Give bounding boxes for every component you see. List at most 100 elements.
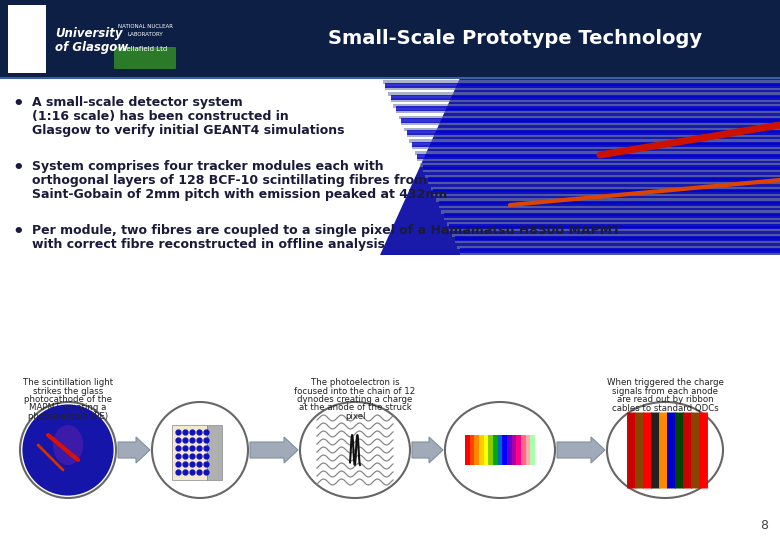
Text: with correct fibre reconstructed in offline analysis: with correct fibre reconstructed in offl…: [32, 238, 385, 251]
Bar: [479, 435, 484, 465]
Text: of Glasgow: of Glasgow: [55, 40, 128, 53]
Polygon shape: [441, 210, 780, 214]
Text: System comprises four tracker modules each with: System comprises four tracker modules ea…: [32, 160, 384, 173]
Bar: [516, 435, 521, 465]
Polygon shape: [410, 139, 780, 143]
Bar: [465, 435, 470, 465]
Polygon shape: [457, 246, 780, 249]
Polygon shape: [436, 198, 780, 202]
Text: The scintillation light: The scintillation light: [23, 378, 113, 387]
Polygon shape: [447, 222, 780, 226]
Bar: [0, 0, 780, 78]
Text: NATIONAL NUCLEAR: NATIONAL NUCLEAR: [118, 24, 172, 30]
Text: •: •: [12, 159, 24, 177]
Polygon shape: [444, 213, 780, 218]
Text: Sellafield Ltd: Sellafield Ltd: [122, 46, 168, 52]
Polygon shape: [423, 165, 780, 171]
Text: MAPMT creating a: MAPMT creating a: [30, 403, 107, 413]
Text: When triggered the charge: When triggered the charge: [607, 378, 723, 387]
Polygon shape: [417, 153, 780, 159]
Polygon shape: [423, 169, 780, 172]
Polygon shape: [391, 94, 780, 99]
Polygon shape: [431, 186, 780, 190]
Polygon shape: [449, 225, 780, 230]
Polygon shape: [434, 192, 780, 196]
Polygon shape: [396, 110, 780, 113]
Text: signals from each anode: signals from each anode: [612, 387, 718, 395]
Ellipse shape: [20, 402, 116, 498]
Polygon shape: [383, 80, 780, 84]
Ellipse shape: [445, 402, 555, 498]
Polygon shape: [402, 118, 780, 123]
Bar: [507, 435, 512, 465]
Polygon shape: [406, 130, 780, 135]
FancyArrow shape: [412, 437, 443, 463]
Polygon shape: [412, 142, 780, 147]
Text: orthogonal layers of 128 BCF-10 scintillating fibres from: orthogonal layers of 128 BCF-10 scintill…: [32, 174, 427, 187]
Bar: [474, 435, 479, 465]
Ellipse shape: [23, 404, 114, 496]
FancyArrow shape: [557, 437, 605, 463]
Bar: [530, 435, 535, 465]
Text: The photoelectron is: The photoelectron is: [310, 378, 399, 387]
Polygon shape: [438, 201, 780, 206]
Polygon shape: [434, 189, 780, 194]
Polygon shape: [391, 98, 780, 102]
Bar: [498, 435, 502, 465]
Text: cables to standard QDCs: cables to standard QDCs: [612, 403, 718, 413]
Text: photoelectron (PE): photoelectron (PE): [28, 412, 108, 421]
Polygon shape: [399, 116, 780, 119]
Polygon shape: [380, 78, 780, 255]
Bar: [172, 425, 207, 480]
Bar: [526, 435, 530, 465]
Text: are read out by ribbon: are read out by ribbon: [617, 395, 714, 404]
Text: •: •: [12, 223, 24, 241]
Bar: [488, 435, 493, 465]
Polygon shape: [428, 177, 780, 182]
Text: focused into the chain of 12: focused into the chain of 12: [294, 387, 416, 395]
Ellipse shape: [53, 425, 83, 465]
Polygon shape: [402, 122, 780, 125]
Polygon shape: [393, 104, 780, 107]
Polygon shape: [452, 234, 780, 237]
Polygon shape: [415, 151, 780, 154]
Polygon shape: [420, 163, 780, 166]
Polygon shape: [406, 133, 780, 137]
Polygon shape: [455, 240, 780, 243]
Text: Saint-Gobain of 2mm pitch with emission peaked at 432nm: Saint-Gobain of 2mm pitch with emission …: [32, 188, 447, 201]
Polygon shape: [460, 248, 780, 253]
Text: A small-scale detector system: A small-scale detector system: [32, 96, 243, 109]
Text: pixel: pixel: [345, 412, 365, 421]
Polygon shape: [404, 127, 780, 131]
Text: 8: 8: [760, 519, 768, 532]
Bar: [0, 78, 780, 540]
Bar: [512, 435, 516, 465]
Bar: [8, 5, 46, 73]
Polygon shape: [425, 175, 780, 178]
FancyArrow shape: [250, 437, 298, 463]
Text: at the anode of the struck: at the anode of the struck: [299, 403, 411, 413]
Polygon shape: [388, 92, 780, 96]
Bar: [207, 425, 222, 480]
Polygon shape: [438, 204, 780, 208]
Bar: [493, 435, 498, 465]
Text: University: University: [55, 26, 122, 39]
Text: Per module, two fibres are coupled to a single pixel of a Hamamatsu H8500 MAPMT: Per module, two fibres are coupled to a …: [32, 224, 621, 237]
Text: strikes the glass: strikes the glass: [33, 387, 103, 395]
Ellipse shape: [300, 402, 410, 498]
Polygon shape: [412, 145, 780, 149]
Polygon shape: [396, 106, 780, 111]
Polygon shape: [460, 252, 780, 255]
FancyArrow shape: [118, 437, 150, 463]
Polygon shape: [385, 83, 780, 88]
Text: Small-Scale Prototype Technology: Small-Scale Prototype Technology: [328, 30, 702, 49]
FancyBboxPatch shape: [114, 47, 176, 69]
Bar: [521, 435, 526, 465]
Ellipse shape: [607, 402, 723, 498]
Text: (1:16 scale) has been constructed in: (1:16 scale) has been constructed in: [32, 110, 289, 123]
Text: •: •: [12, 95, 24, 113]
Polygon shape: [444, 216, 780, 220]
Bar: [502, 435, 507, 465]
Polygon shape: [449, 228, 780, 232]
Polygon shape: [455, 236, 780, 241]
